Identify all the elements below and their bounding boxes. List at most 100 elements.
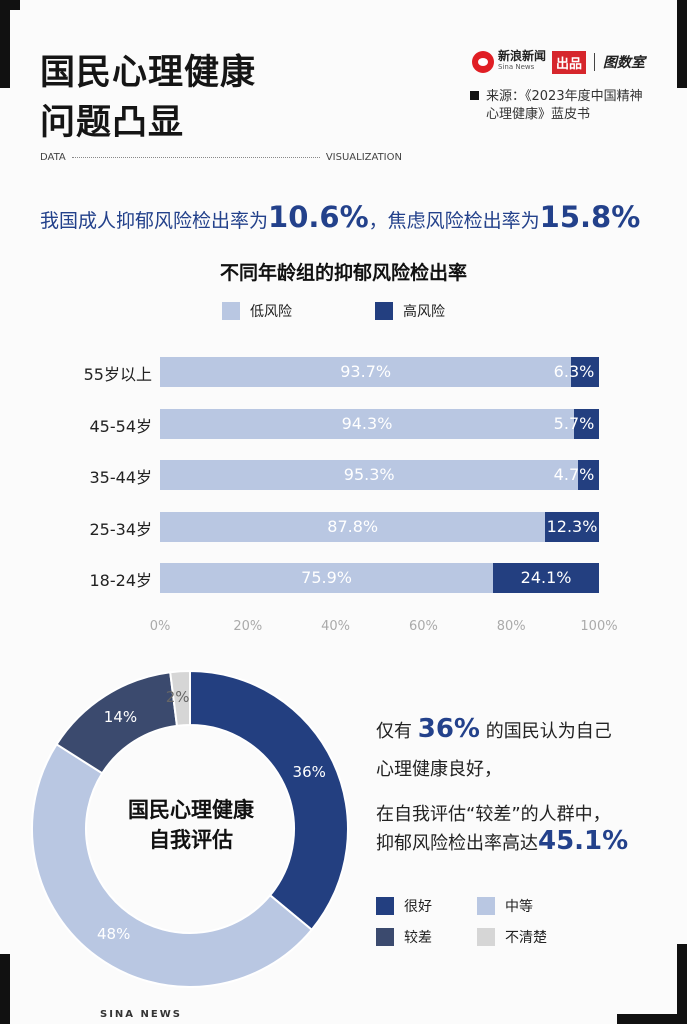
brand-badge: 出品 bbox=[552, 50, 587, 74]
bar-low-risk bbox=[160, 511, 546, 542]
bar-high-risk bbox=[493, 563, 599, 593]
bar-low-risk bbox=[160, 563, 494, 593]
pie-swatch-good bbox=[376, 897, 394, 915]
pie-swatch-poor bbox=[376, 928, 394, 946]
finding-line4-value: 45.1% bbox=[538, 826, 629, 856]
visualization-label: VISUALIZATION bbox=[325, 152, 402, 163]
source-line1: 来源：《2023年度中国精神 bbox=[486, 89, 643, 104]
square-bullet-icon bbox=[470, 91, 479, 100]
bar-low-label: 93.7% bbox=[340, 362, 392, 381]
source-note: 来源：《2023年度中国精神 心理健康》蓝皮书 bbox=[470, 88, 643, 124]
slice-label: 2% bbox=[165, 688, 190, 707]
slice-label: 36% bbox=[292, 763, 326, 782]
page-title-line2: 问题凸显 bbox=[40, 103, 185, 143]
finding-line1: 仅有 36% 的国民认为自己 bbox=[376, 714, 612, 744]
x-tick-label: 40% bbox=[321, 619, 351, 634]
corner-top-right bbox=[677, 0, 687, 88]
bar-low-label: 87.8% bbox=[327, 516, 379, 536]
corner-bottom-left bbox=[0, 954, 10, 1024]
finding-line4: 抑郁风险检出率高达45.1% bbox=[376, 826, 628, 856]
corner-top-left bbox=[0, 0, 10, 88]
pie-legend-poor-label: 较差 bbox=[404, 930, 432, 946]
category-label: 25-34岁 bbox=[89, 519, 153, 539]
headline-part1: 我国成人抑郁风险检出率为 bbox=[40, 210, 269, 232]
pie-swatch-medium bbox=[477, 897, 495, 915]
category-label: 55岁以上 bbox=[83, 365, 152, 384]
slice-good bbox=[189, 669, 349, 932]
bar-chart-title: 不同年龄组的抑郁风险检出率 bbox=[219, 262, 467, 284]
bar-high-label: 24.1% bbox=[520, 568, 572, 587]
headline-value1: 10.6% bbox=[268, 200, 369, 234]
pie-legend-good: 很好 bbox=[376, 896, 432, 916]
pie-legend-medium-label: 中等 bbox=[505, 899, 533, 915]
finding-line1-pre: 仅有 bbox=[376, 721, 412, 742]
legend-high-label: 高风险 bbox=[403, 304, 445, 320]
finding-line1-post: 的国民认为自己 bbox=[485, 721, 612, 742]
bar-high-risk bbox=[578, 460, 599, 490]
headline-part2: ，焦虑风险检出率为 bbox=[368, 210, 540, 232]
bar-low-label: 75.9% bbox=[301, 568, 352, 587]
slice-medium bbox=[31, 742, 314, 988]
bar-low-risk bbox=[160, 408, 574, 439]
bar-low-risk bbox=[160, 460, 579, 490]
donut-title-line1: 国民心理健康 bbox=[128, 798, 254, 822]
pie-legend-unknown: 不清楚 bbox=[477, 927, 547, 947]
donut-title-line2: 自我评估 bbox=[149, 828, 233, 852]
page-title-line1: 国民心理健康 bbox=[40, 53, 257, 93]
brand-divider bbox=[594, 53, 596, 71]
sina-name-en: Sina News bbox=[498, 63, 535, 71]
data-label: DATA bbox=[40, 152, 66, 163]
dotted-rule bbox=[71, 157, 320, 158]
pie-swatch-unknown bbox=[477, 928, 495, 946]
category-label: 18-24岁 bbox=[89, 571, 153, 590]
footer-brand: SINA NEWS bbox=[100, 1009, 182, 1020]
pie-legend-poor: 较差 bbox=[376, 927, 432, 947]
slice-unknown bbox=[169, 669, 191, 727]
source-line2: 心理健康》蓝皮书 bbox=[486, 107, 591, 122]
bar-high-risk bbox=[571, 357, 599, 387]
x-tick-label: 20% bbox=[233, 619, 263, 634]
finding-line1-value: 36% bbox=[417, 714, 480, 744]
x-tick-label: 60% bbox=[408, 619, 438, 634]
tushuju-logo: 图数室 bbox=[603, 55, 646, 71]
bar-high-risk bbox=[545, 511, 600, 542]
sina-logo-icon bbox=[472, 51, 494, 73]
finding-line2: 心理健康良好， bbox=[376, 759, 502, 780]
bar-high-label: 4.7% bbox=[553, 465, 595, 484]
donut-chart bbox=[31, 669, 349, 988]
bar-low-label: 94.3% bbox=[341, 413, 393, 433]
bar-high-label: 6.3% bbox=[553, 362, 595, 381]
sina-name: 新浪新闻 bbox=[498, 49, 547, 63]
category-label: 35-44岁 bbox=[89, 468, 153, 487]
headline: 我国成人抑郁风险检出率为10.6%，焦虑风险检出率为15.8% bbox=[40, 200, 640, 234]
legend-swatch-high bbox=[375, 302, 393, 320]
legend-high-risk: 高风险 bbox=[375, 301, 445, 321]
sina-text: 新浪新闻 Sina News bbox=[498, 49, 547, 73]
data-visualization-rule: DATA VISUALIZATION bbox=[40, 152, 402, 163]
finding-line3: 在自我评估“较差”的人群中， bbox=[376, 804, 611, 825]
bar-low-risk bbox=[160, 357, 572, 387]
brand-bar: 新浪新闻 Sina News 出品 图数室 bbox=[472, 50, 645, 74]
bar-high-label: 5.7% bbox=[553, 413, 595, 433]
pie-legend-unknown-label: 不清楚 bbox=[505, 930, 547, 946]
slice-label: 14% bbox=[103, 708, 138, 727]
x-tick-label: 0% bbox=[149, 619, 171, 634]
pie-legend-good-label: 很好 bbox=[404, 899, 432, 915]
legend-low-risk: 低风险 bbox=[222, 301, 292, 321]
corner-top-left-h bbox=[0, 0, 20, 10]
corner-bottom-right bbox=[677, 944, 687, 1024]
legend-low-label: 低风险 bbox=[250, 304, 292, 320]
headline-value2: 15.8% bbox=[539, 200, 641, 234]
pie-legend-medium: 中等 bbox=[477, 896, 533, 916]
corner-bottom-right-h bbox=[617, 1014, 687, 1024]
slice-label: 48% bbox=[97, 924, 131, 943]
bar-high-risk bbox=[573, 408, 599, 439]
bar-low-label: 95.3% bbox=[343, 465, 395, 484]
donut-center-label: 国民心理健康 自我评估 bbox=[106, 795, 276, 855]
finding-line4-pre: 抑郁风险检出率高达 bbox=[376, 833, 538, 854]
bar-high-label: 12.3% bbox=[546, 516, 598, 536]
category-label: 45-54岁 bbox=[89, 416, 153, 436]
legend-swatch-low bbox=[222, 302, 240, 320]
x-tick-label: 100% bbox=[580, 619, 618, 634]
x-tick-label: 80% bbox=[496, 619, 526, 634]
